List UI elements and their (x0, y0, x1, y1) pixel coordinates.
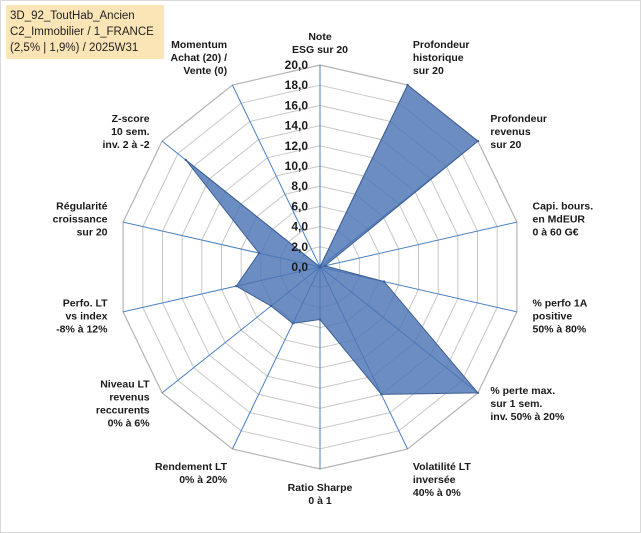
axis-label-7: Ratio Sharpe 0 à 1 (288, 482, 353, 507)
data-point (269, 304, 273, 308)
axis-label-line: Z-score (112, 113, 150, 125)
data-point (323, 264, 327, 268)
axis-label-line: Perfo. LT (63, 298, 108, 310)
tick-label: 4,0 (291, 220, 308, 234)
tick-label: 12,0 (285, 139, 309, 153)
axis-label-line: vs index (65, 311, 107, 323)
data-point (235, 284, 238, 288)
axis-label-line: ESG sur 20 (292, 44, 348, 56)
series-area (185, 84, 479, 395)
axis-label-line: historique (413, 52, 464, 64)
axis-label-5: % perte max. sur 1 sem. inv. 50% à 20% (490, 385, 565, 423)
axis-label-line: 50% à 80% (533, 324, 587, 336)
radar-tick-labels: 0,0 2,0 4,0 6,0 8,0 10,0 12,0 14,0 16,0 18,0 20,0 (285, 58, 309, 274)
radar-spoke (319, 221, 518, 268)
axis-label-line: Profondeur (490, 113, 547, 125)
title-line-3: (2,5% | 1,9%) / 2025W31 (10, 42, 139, 54)
axis-label-line: reccurents (96, 404, 150, 416)
axis-label-0: Note ESG sur 20 (292, 31, 348, 56)
title-line-2: C2_Immobilier / 1_FRANCE (10, 26, 154, 38)
axis-label-line: en MdEUR (533, 214, 586, 226)
axis-label-8: Rendement LT 0% à 20% (155, 461, 228, 486)
axis-label-line: revenus (109, 391, 149, 403)
axis-label-3: Capi. bours. en MdEUR 0 à 60 G€ (533, 201, 594, 239)
data-point (318, 318, 322, 321)
axis-label-10: Perfo. LT vs index -8% à 12% (56, 298, 108, 336)
data-point (476, 391, 480, 395)
axis-label-13: Momentum Achat (20) / Vente (0) (170, 39, 227, 77)
data-point (257, 251, 261, 255)
tick-label: 2,0 (291, 240, 308, 254)
axis-label-line: Vente (0) (183, 65, 227, 77)
axis-label-6: Volatilité LT inversée 40% à 0% (413, 461, 472, 499)
axis-label-line: Achat (20) / (170, 52, 227, 64)
axis-label-line: sur 1 sem. (490, 398, 542, 410)
axis-label-4: % perfo 1A positive 50% à 80% (533, 298, 588, 336)
axis-label-line: Volatilité LT (413, 461, 472, 473)
tick-label: 8,0 (291, 179, 308, 193)
radar-series (184, 83, 480, 396)
axis-label-line: % perfo 1A (533, 298, 588, 310)
data-point (382, 280, 386, 283)
axis-label-line: sur 20 (490, 139, 521, 151)
tick-label: 6,0 (291, 199, 308, 213)
axis-label-line: Régularité (56, 201, 108, 213)
tick-label: 16,0 (285, 98, 309, 112)
axis-label-line: 0% à 20% (179, 474, 228, 486)
axis-label-line: revenus (490, 126, 530, 138)
axis-label-line: Ratio Sharpe (288, 482, 353, 494)
axis-label-1: Profondeur historique sur 20 (413, 39, 470, 77)
axis-label-line: Note (308, 31, 331, 43)
data-point (380, 393, 383, 396)
data-point (318, 265, 322, 269)
axis-label-line: inv. 50% à 20% (490, 411, 565, 423)
axis-label-line: 0 à 1 (308, 495, 332, 507)
tick-label: 0,0 (291, 260, 308, 274)
axis-label-line: sur 20 (413, 65, 444, 77)
axis-label-2: Profondeur revenus sur 20 (490, 113, 547, 151)
axis-label-line: Niveau LT (100, 378, 150, 390)
tick-label: 18,0 (285, 78, 309, 92)
title-line-1: 3D_92_ToutHab_Ancien (10, 10, 135, 22)
axis-label-line: positive (533, 311, 573, 323)
tick-label: 14,0 (285, 119, 309, 133)
axis-label-line: 0% à 6% (108, 417, 151, 429)
axis-label-11: Régularité croissance sur 20 (53, 201, 108, 239)
axis-label-line: Momentum (171, 39, 227, 51)
axis-label-line: 0 à 60 G€ (533, 227, 579, 239)
tick-label: 20,0 (285, 58, 309, 72)
radar-spoke (231, 84, 321, 268)
axis-label-line: inv. 2 à -2 (103, 139, 150, 151)
axis-label-12: Z-score 10 sem. inv. 2 à -2 (103, 113, 150, 151)
data-point (291, 322, 294, 325)
tick-label: 10,0 (285, 159, 309, 173)
chart-title-box: 3D_92_ToutHab_Ancien C2_Immobilier / 1_F… (6, 5, 164, 59)
axis-label-line: croissance (53, 214, 108, 226)
axis-label-line: Rendement LT (155, 461, 228, 473)
data-point (476, 139, 480, 143)
axis-label-line: % perte max. (490, 385, 555, 397)
data-point (406, 83, 409, 87)
axis-label-line: Profondeur (413, 39, 470, 51)
axis-label-line: 10 sem. (111, 126, 150, 138)
axis-label-line: 40% à 0% (413, 487, 462, 499)
axis-label-line: Capi. bours. (533, 201, 594, 213)
axis-label-line: sur 20 (77, 227, 108, 239)
axis-label-line: inversée (413, 474, 456, 486)
axis-label-line: -8% à 12% (56, 324, 108, 336)
data-point (184, 158, 187, 162)
radar-axis-labels: Note ESG sur 20 Profondeur historique sur 20… (53, 31, 594, 507)
axis-label-9: Niveau LT revenus reccurents 0% à 6% (96, 378, 150, 429)
